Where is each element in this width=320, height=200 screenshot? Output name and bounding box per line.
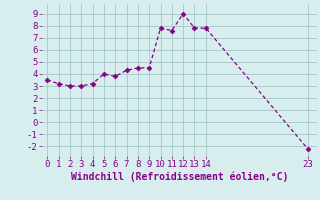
X-axis label: Windchill (Refroidissement éolien,°C): Windchill (Refroidissement éolien,°C): [70, 172, 288, 182]
